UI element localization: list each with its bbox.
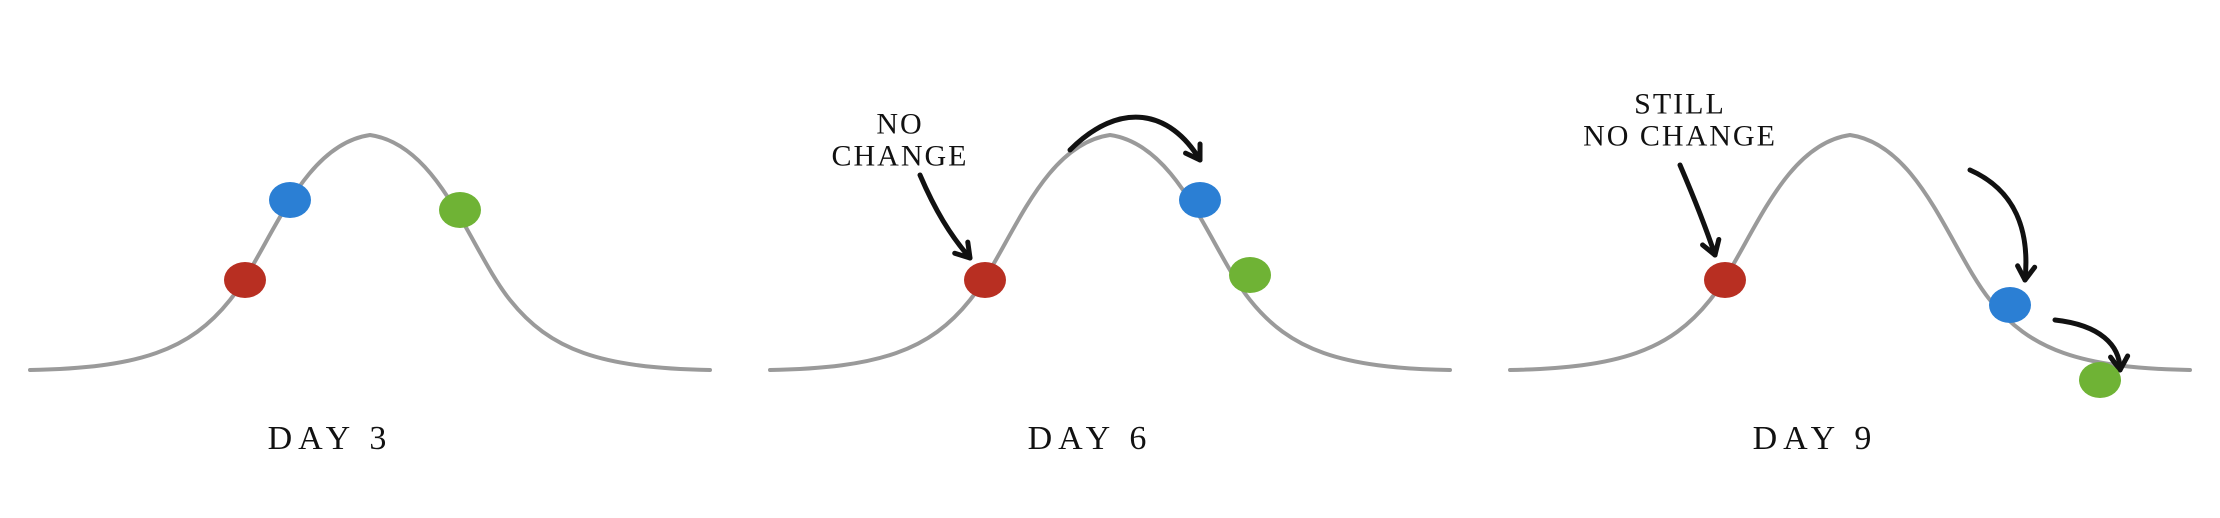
green-dot xyxy=(439,192,481,228)
blue-move-arrow xyxy=(1070,117,1200,160)
annotation-no-change: NO CHANGE xyxy=(832,109,969,172)
blue-dot xyxy=(1179,182,1221,218)
bell-curve xyxy=(30,135,710,370)
caption-day6: DAY 6 xyxy=(1028,420,1153,458)
still-no-change-arrow xyxy=(1680,165,1715,255)
blue-dot xyxy=(269,182,311,218)
panel-day3: DAY 3 xyxy=(0,0,740,518)
green-dot xyxy=(2079,362,2121,398)
caption-day3: DAY 3 xyxy=(268,420,393,458)
red-dot xyxy=(1704,262,1746,298)
red-dot xyxy=(224,262,266,298)
panel-day6: NO CHANGE DAY 6 xyxy=(740,0,1480,518)
blue-dot xyxy=(1989,287,2031,323)
annotation-still-no-change: STILL NO CHANGE xyxy=(1583,89,1777,152)
panel-day9: STILL NO CHANGE DAY 9 xyxy=(1480,0,2220,518)
bell-curve xyxy=(1510,135,2190,370)
caption-day9: DAY 9 xyxy=(1753,420,1878,458)
red-dot xyxy=(964,262,1006,298)
no-change-arrow xyxy=(920,175,970,258)
green-dot xyxy=(1229,257,1271,293)
